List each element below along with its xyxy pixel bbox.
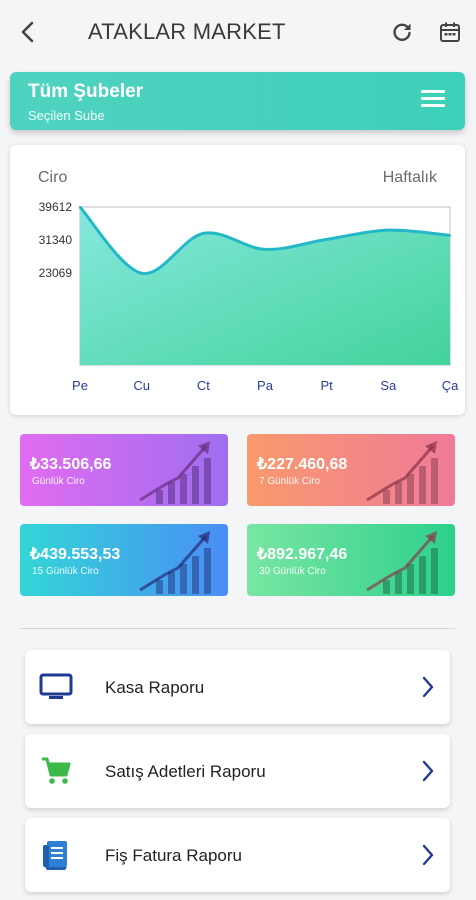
revenue-chart-card: Ciro Haftalık 39612 31340 23069 Pe Cu Ct Pa Pt S… [10,145,465,415]
growth-chart-icon [139,531,211,594]
report-label: Satış Adetleri Raporu [105,762,266,781]
growth-chart-icon [139,441,211,504]
menu-bar-icon [421,97,445,100]
app-title: ATAKLAR MARKET [88,19,286,44]
x-tick-label: Ça [442,378,459,393]
chevron-right-icon [418,673,438,701]
app-bar: ATAKLAR MARKET [0,0,476,64]
calendar-icon [440,22,460,42]
branch-subtitle: Seçilen Sube [28,108,105,123]
stat-label: Günlük Ciro [32,476,85,487]
thirty-day-revenue-card[interactable]: ₺892.967,46 30 Günlük Ciro [247,524,455,596]
refresh-button[interactable] [386,16,418,48]
report-item-sales-count[interactable]: Satış Adetleri Raporu [25,734,450,808]
weekly-revenue-card[interactable]: ₺227.460,68 7 Günlük Ciro [247,434,455,506]
stat-value: ₺33.506,66 [30,456,112,473]
y-tick-label: 39612 [39,200,73,214]
refresh-icon [393,23,411,41]
stat-value: ₺227.460,68 [257,456,348,473]
x-tick-label: Sa [380,378,397,393]
chart-area-fill [80,207,450,365]
x-tick-label: Cu [133,378,150,393]
branch-name: Tüm Şubeler [28,81,144,102]
revenue-chart: 39612 31340 23069 Pe Cu Ct Pa Pt Sa Ça [39,200,459,393]
report-label: Kasa Raporu [105,678,205,697]
chevron-right-icon [418,841,438,869]
x-tick-label: Pa [257,378,274,393]
growth-chart-icon [366,531,438,594]
section-divider [20,628,455,629]
report-label: Fiş Fatura Raporu [105,846,242,865]
daily-revenue-card[interactable]: ₺33.506,66 Günlük Ciro [20,434,228,506]
chart-point-Pa [264,248,266,251]
receipt-icon [39,840,73,870]
back-arrow-icon [21,21,34,43]
chart-point-Pe [79,206,81,208]
report-item-receipt-invoice[interactable]: Fiş Fatura Raporu [25,818,450,892]
y-tick-label: 31340 [39,233,73,247]
calendar-button[interactable] [434,16,466,48]
chart-point-Cu [140,272,143,275]
stat-label: 30 Günlük Ciro [259,566,326,577]
chart-point-Pt [325,238,328,241]
monitor-icon [39,672,73,702]
y-tick-label: 23069 [39,266,73,280]
back-button[interactable] [12,16,44,48]
x-tick-label: Pe [72,378,88,393]
menu-bar-icon [421,90,445,93]
chart-period[interactable]: Haftalık [382,169,437,186]
cart-icon [39,756,73,786]
menu-button[interactable] [421,90,445,112]
stat-label: 7 Günlük Ciro [259,476,321,487]
x-tick-label: Pt [321,378,334,393]
chart-point-Sa [387,229,390,232]
chart-point-Ça [449,234,451,237]
stat-value: ₺892.967,46 [257,546,348,563]
chart-title: Ciro [38,169,68,186]
chevron-right-icon [418,757,438,785]
x-tick-label: Ct [197,378,210,393]
menu-bar-icon [421,104,445,107]
branch-selector[interactable]: Tüm Şubeler Seçilen Sube [10,72,465,130]
report-item-cash[interactable]: Kasa Raporu [25,650,450,724]
stat-label: 15 Günlük Ciro [32,566,99,577]
stat-value: ₺439.553,53 [30,546,121,563]
chart-point-Ct [202,232,205,235]
fifteen-day-revenue-card[interactable]: ₺439.553,53 15 Günlük Ciro [20,524,228,596]
growth-chart-icon [366,441,438,504]
